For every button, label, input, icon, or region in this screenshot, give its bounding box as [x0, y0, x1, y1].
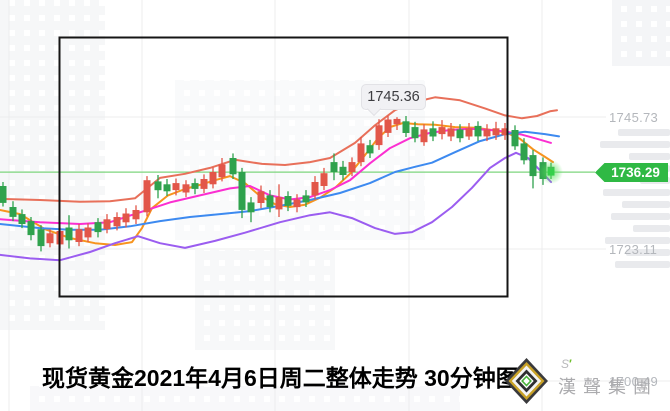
- hansheng-logo-icon: [505, 358, 548, 404]
- price-tooltip: 1745.36: [361, 84, 426, 117]
- axis-label-1745: 1745.73: [609, 110, 659, 125]
- brand-name: 漢聲集團: [558, 377, 658, 397]
- current-price-tag: 1736.29: [595, 163, 668, 182]
- brand-mark: S′: [561, 357, 572, 371]
- axis-label-1700: 1700.49: [609, 374, 659, 389]
- tooltip-value: 1745.36: [367, 89, 420, 105]
- chart-caption: 现货黄金2021年4月6日周二整体走势 30分钟图: [42, 365, 519, 391]
- axis-label-1723: 1723.11: [609, 242, 658, 257]
